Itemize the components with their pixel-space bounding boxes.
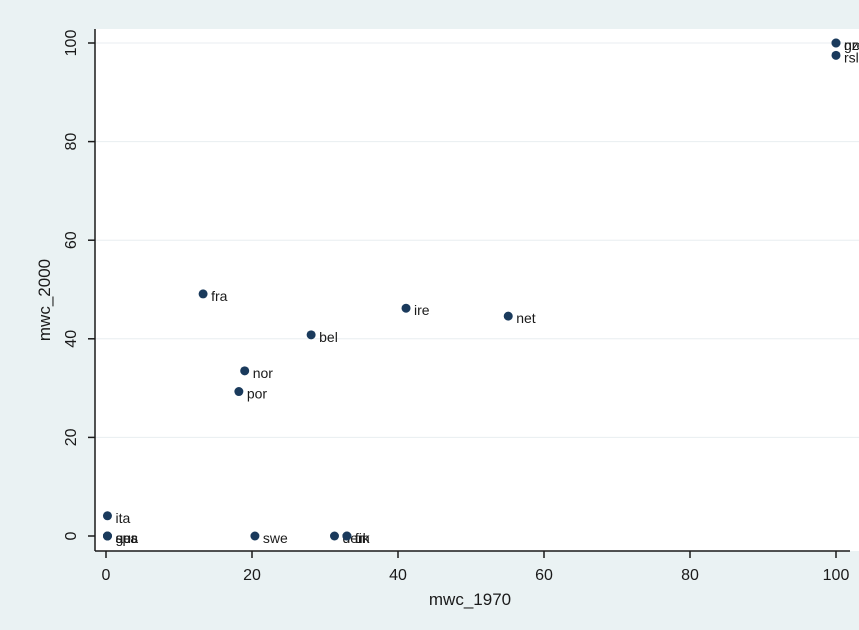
data-point-label: spa — [115, 530, 138, 546]
data-point-label: nz — [844, 37, 859, 53]
y-tick-label: 100 — [63, 30, 80, 57]
data-point — [503, 311, 513, 321]
x-tick-label: 60 — [535, 567, 553, 584]
data-point-label: net — [516, 310, 536, 326]
data-point-label: por — [247, 386, 268, 402]
data-point-label: fin — [355, 530, 370, 546]
data-point — [102, 531, 112, 541]
x-tick-label: 100 — [823, 567, 850, 584]
y-ticks: 0 20 40 60 80 100 — [63, 30, 95, 540]
data-point-label: nor — [253, 365, 274, 381]
y-tick-label: 20 — [63, 428, 80, 446]
x-tick-label: 20 — [243, 567, 261, 584]
data-point-label: aus — [115, 530, 138, 546]
data-point-label: ire — [414, 302, 430, 318]
y-tick-label: 80 — [63, 133, 80, 151]
data-point — [250, 531, 260, 541]
data-point-label: fra — [211, 288, 228, 304]
x-axis-label: mwc_1970 — [429, 590, 511, 609]
y-tick-label: 60 — [63, 231, 80, 249]
x-tick-label: 40 — [389, 567, 407, 584]
data-point — [198, 289, 208, 299]
data-point — [234, 387, 244, 397]
data-point-label: gre — [844, 37, 859, 53]
axes — [94, 29, 850, 552]
data-point — [342, 531, 352, 541]
grid-lines — [95, 42, 859, 438]
data-point — [329, 531, 339, 541]
data-point-label: swe — [263, 530, 288, 546]
data-point — [240, 366, 250, 376]
data-point-label: ger — [115, 530, 136, 546]
x-tick-label: 80 — [681, 567, 699, 584]
data-point-label: ita — [115, 510, 130, 526]
data-point — [831, 38, 841, 48]
data-point — [306, 330, 316, 340]
data-point-label: uk — [355, 530, 371, 546]
data-point — [831, 50, 841, 60]
y-tick-label: 0 — [63, 531, 80, 540]
plot-background — [95, 29, 859, 551]
x-tick-label: 0 — [102, 567, 111, 584]
data-point-label: rsl — [844, 49, 859, 65]
y-tick-label: 40 — [63, 330, 80, 348]
x-ticks: 0 20 40 60 80 100 — [102, 551, 850, 584]
data-point — [401, 303, 411, 313]
y-axis-label: mwc_2000 — [35, 259, 54, 341]
data-point — [102, 511, 112, 521]
data-point-label: bel — [319, 329, 338, 345]
